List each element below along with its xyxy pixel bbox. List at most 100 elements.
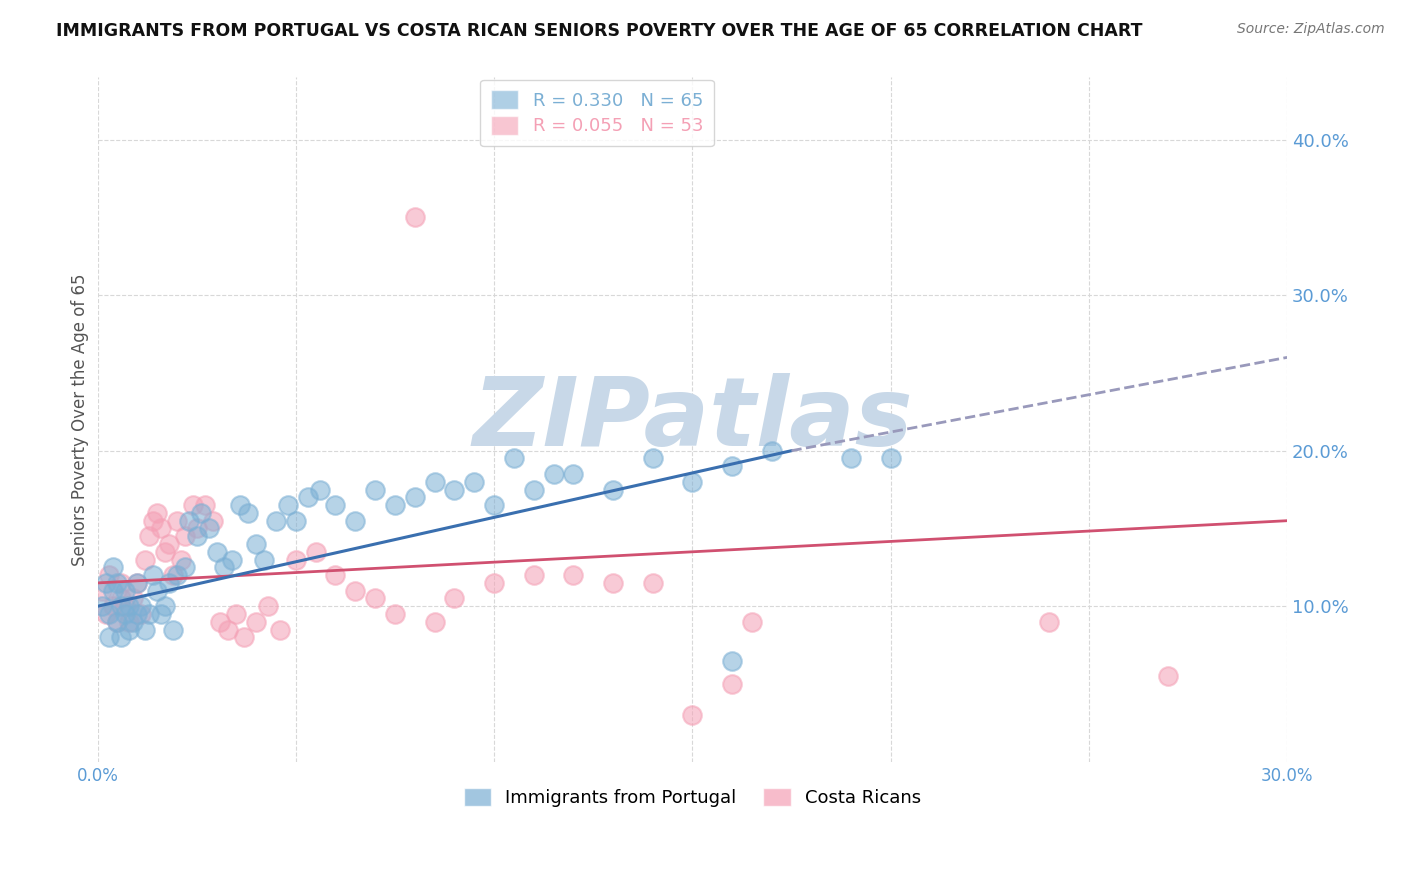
Point [122,591,145,606]
Point [238,506,260,520]
Point [122,615,145,629]
Point [181,498,204,512]
Point [186,529,208,543]
Point [150,607,173,621]
Point [463,475,485,489]
Point [741,615,763,629]
Point [157,537,180,551]
Point [344,514,367,528]
Point [142,514,165,528]
Point [138,607,160,621]
Point [103,560,125,574]
Point [641,451,664,466]
Point [110,631,132,645]
Point [245,537,267,551]
Point [305,545,328,559]
Point [523,568,546,582]
Point [103,599,125,614]
Point [384,607,406,621]
Point [114,599,136,614]
Point [153,599,176,614]
Point [114,583,136,598]
Point [404,491,426,505]
Point [197,521,219,535]
Point [221,552,243,566]
Point [681,708,703,723]
Point [134,623,156,637]
Point [98,568,121,582]
Point [98,631,121,645]
Point [308,483,330,497]
Point [150,521,173,535]
Point [443,591,465,606]
Point [105,615,128,629]
Point [105,615,128,629]
Point [118,599,141,614]
Point [721,654,744,668]
Point [721,677,744,691]
Point [170,552,193,566]
Point [364,483,387,497]
Point [423,615,446,629]
Point [1157,669,1180,683]
Legend: Immigrants from Portugal, Costa Ricans: Immigrants from Portugal, Costa Ricans [457,781,928,814]
Point [503,451,526,466]
Point [245,615,267,629]
Point [443,483,465,497]
Point [134,552,156,566]
Point [297,491,319,505]
Point [264,514,287,528]
Point [142,568,165,582]
Point [284,514,307,528]
Point [153,545,176,559]
Point [277,498,299,512]
Point [90,599,112,614]
Point [103,583,125,598]
Text: ZIPatlas: ZIPatlas [472,373,912,467]
Point [523,483,546,497]
Point [127,575,149,590]
Point [325,498,347,512]
Point [384,498,406,512]
Point [423,475,446,489]
Point [225,607,247,621]
Point [118,623,141,637]
Point [90,583,112,598]
Point [127,607,149,621]
Point [681,475,703,489]
Point [110,575,132,590]
Point [562,467,585,481]
Point [94,575,117,590]
Point [233,631,256,645]
Point [105,575,128,590]
Point [364,591,387,606]
Point [201,514,224,528]
Point [166,568,188,582]
Point [94,607,117,621]
Point [284,552,307,566]
Point [98,607,121,621]
Point [482,498,505,512]
Point [229,498,252,512]
Point [602,575,624,590]
Point [177,514,200,528]
Point [761,443,783,458]
Point [127,575,149,590]
Point [162,568,184,582]
Point [602,483,624,497]
Point [325,568,347,582]
Text: Source: ZipAtlas.com: Source: ZipAtlas.com [1237,22,1385,37]
Point [118,615,141,629]
Point [879,451,901,466]
Point [641,575,664,590]
Point [209,615,232,629]
Point [721,459,744,474]
Point [257,599,280,614]
Point [162,623,184,637]
Point [129,599,152,614]
Point [110,591,132,606]
Point [190,506,212,520]
Point [253,552,276,566]
Point [110,599,132,614]
Point [157,575,180,590]
